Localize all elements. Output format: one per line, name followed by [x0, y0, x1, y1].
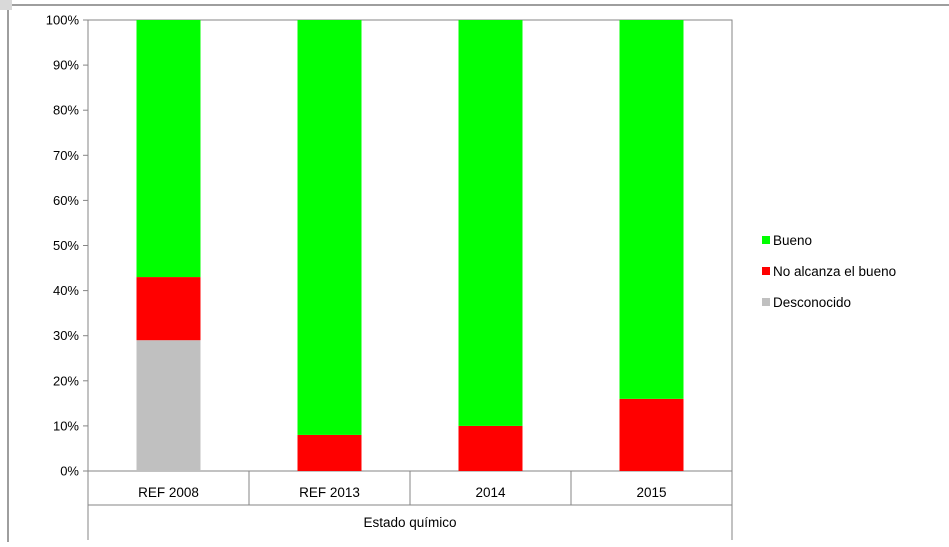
y-tick-label: 70% [53, 148, 79, 163]
y-axis: 0% 10% 20% 30% 40% 50% 60% 70% 80% 90% 100% [46, 13, 88, 479]
x-group-label: Estado químico [363, 515, 456, 530]
bar-segment-bueno [619, 20, 684, 399]
y-tick-label: 20% [53, 373, 79, 388]
y-tick-label: 0% [60, 464, 79, 479]
bar-segment-bueno [297, 20, 362, 435]
legend-swatch [762, 298, 770, 306]
x-category-label: 2015 [636, 485, 666, 500]
bar-segment-no-alcanza-el-bueno [619, 398, 684, 471]
bar-segment-no-alcanza-el-bueno [297, 434, 362, 471]
y-tick-label: 100% [46, 13, 80, 28]
bar-segment-bueno [458, 20, 523, 426]
y-tick-label: 80% [53, 103, 79, 118]
legend-swatch [762, 267, 770, 275]
bars [136, 20, 684, 471]
y-tick-label: 90% [53, 58, 79, 73]
y-tick-label: 50% [53, 238, 79, 253]
bar-segment-bueno [136, 20, 201, 278]
bar-segment-no-alcanza-el-bueno [136, 277, 201, 341]
corner-shade [0, 0, 12, 10]
legend-label: No alcanza el bueno [773, 264, 896, 279]
y-tick-label: 30% [53, 328, 79, 343]
y-tick-label: 60% [53, 193, 79, 208]
legend-swatch [762, 236, 770, 244]
legend-label: Bueno [773, 233, 812, 248]
y-tick-label: 40% [53, 283, 79, 298]
x-category-label: 2014 [475, 485, 506, 500]
x-category-label: REF 2008 [138, 485, 199, 500]
y-tick-label: 10% [53, 418, 79, 433]
bar-segment-desconocido [136, 340, 201, 471]
x-axis: REF 2008 REF 2013 2014 2015 Estado químico [87, 471, 733, 540]
bar-segment-no-alcanza-el-bueno [458, 425, 523, 471]
legend: Bueno No alcanza el bueno Desconocido [762, 233, 896, 310]
x-category-label: REF 2013 [299, 485, 360, 500]
legend-label: Desconocido [773, 295, 851, 310]
